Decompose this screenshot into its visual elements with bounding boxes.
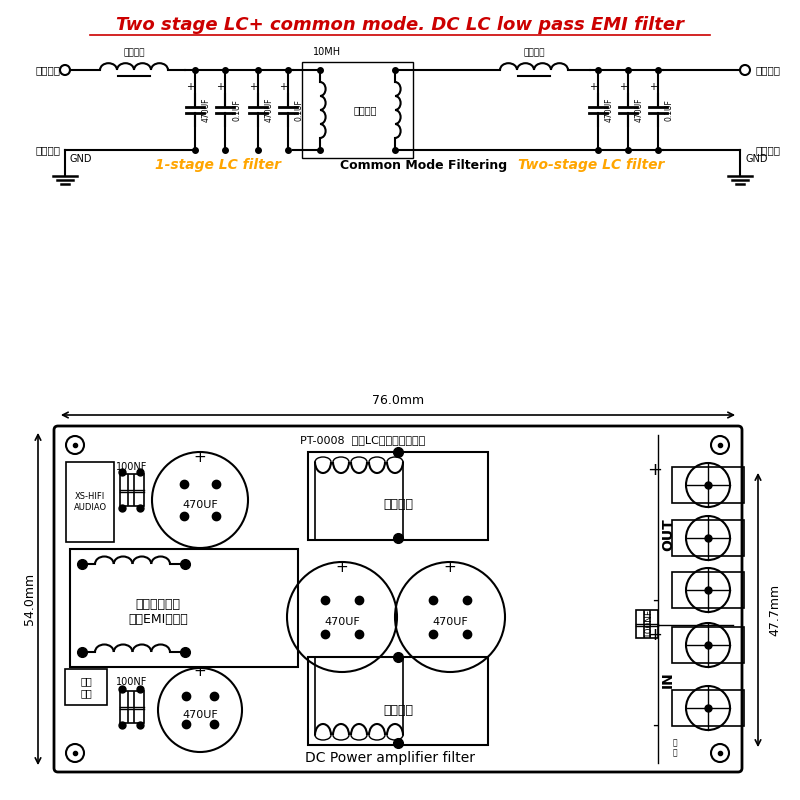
Text: PT-0008  直流LC低通无源滤波器: PT-0008 直流LC低通无源滤波器 <box>300 435 426 445</box>
Text: 共模拼流电感
直流EMI滤波器: 共模拼流电感 直流EMI滤波器 <box>128 598 188 626</box>
Text: +: + <box>589 82 597 92</box>
Text: GND: GND <box>70 154 93 164</box>
Text: +: + <box>216 82 224 92</box>
Bar <box>308 452 488 540</box>
Text: 0.1UF: 0.1UF <box>665 99 674 121</box>
Text: OUT: OUT <box>661 518 675 551</box>
Text: 54.0mm: 54.0mm <box>23 573 37 625</box>
Text: Common Mode Filtering: Common Mode Filtering <box>340 158 507 171</box>
Text: +: + <box>647 461 662 479</box>
Text: +: + <box>186 82 194 92</box>
Text: -: - <box>652 716 658 734</box>
Text: 共模电感: 共模电感 <box>354 105 378 115</box>
Text: 负极输出: 负极输出 <box>755 145 780 155</box>
Bar <box>70 549 298 667</box>
Text: +: + <box>649 82 657 92</box>
Text: 1-stage LC filter: 1-stage LC filter <box>155 158 281 172</box>
Text: 楠
输: 楠 输 <box>673 738 678 758</box>
Text: 470UF: 470UF <box>182 500 218 510</box>
Text: +: + <box>444 559 456 574</box>
Text: +: + <box>647 626 662 644</box>
Text: 0.1UF: 0.1UF <box>232 99 241 121</box>
Text: 100NF: 100NF <box>643 607 653 637</box>
Text: Two-stage LC filter: Two-stage LC filter <box>518 158 664 172</box>
Bar <box>120 474 144 506</box>
Text: GND: GND <box>745 154 767 164</box>
Text: 正极输出: 正极输出 <box>755 65 780 75</box>
Text: 470UF: 470UF <box>182 710 218 720</box>
Text: 47.7mm: 47.7mm <box>768 584 781 636</box>
Bar <box>672 520 744 556</box>
Text: -: - <box>652 591 658 609</box>
Text: 0.1UF: 0.1UF <box>295 99 304 121</box>
Text: 磁环电感: 磁环电感 <box>383 703 413 717</box>
Text: 470UF: 470UF <box>432 617 468 627</box>
Text: DC Power amplifier filter: DC Power amplifier filter <box>305 751 475 765</box>
Text: +: + <box>279 82 287 92</box>
Text: 翥声
电子: 翥声 电子 <box>80 676 92 698</box>
Bar <box>65 669 107 705</box>
Text: 100NF: 100NF <box>116 677 148 687</box>
Text: 磁环电感: 磁环电感 <box>523 48 545 57</box>
Text: 磁环电感: 磁环电感 <box>123 48 145 57</box>
Text: Two stage LC+ common mode. DC LC low pass EMI filter: Two stage LC+ common mode. DC LC low pas… <box>116 16 684 34</box>
Bar <box>308 657 488 745</box>
Text: IN: IN <box>661 672 675 688</box>
Text: +: + <box>619 82 627 92</box>
Bar <box>120 691 144 723</box>
Text: 100NF: 100NF <box>116 462 148 472</box>
Text: 负极输入: 负极输入 <box>35 145 60 155</box>
Text: 470UF: 470UF <box>324 617 360 627</box>
Text: 磁环电感: 磁环电感 <box>383 498 413 511</box>
Text: XS-HIFI
AUDIAO: XS-HIFI AUDIAO <box>74 492 106 512</box>
Bar <box>672 690 744 726</box>
Text: 470UF: 470UF <box>635 98 644 122</box>
Bar <box>672 627 744 663</box>
Text: 正极输入: 正极输入 <box>35 65 60 75</box>
Bar <box>66 462 114 542</box>
Text: 470UF: 470UF <box>605 98 614 122</box>
Bar <box>636 610 658 638</box>
Bar <box>672 467 744 503</box>
Bar <box>302 62 413 158</box>
Text: 10MH: 10MH <box>314 47 342 57</box>
Text: +: + <box>194 450 206 465</box>
Text: 470UF: 470UF <box>265 98 274 122</box>
Text: +: + <box>336 559 348 574</box>
Text: +: + <box>249 82 257 92</box>
Bar <box>672 572 744 608</box>
Text: +: + <box>194 665 206 679</box>
Text: 470UF: 470UF <box>202 98 211 122</box>
Text: 76.0mm: 76.0mm <box>372 394 424 407</box>
